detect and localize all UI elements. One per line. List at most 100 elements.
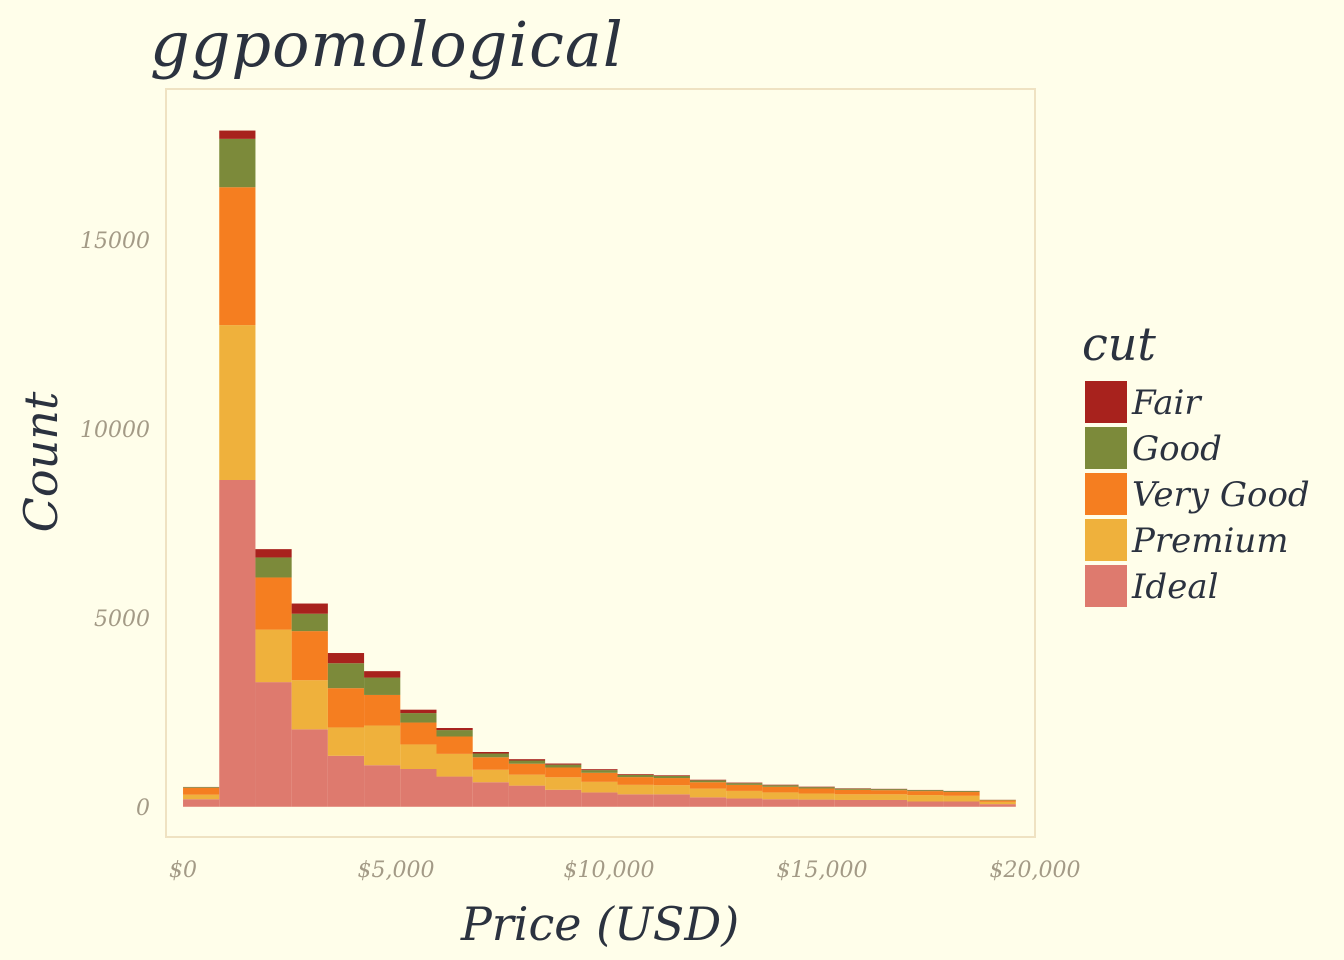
bar-good-bin-6 <box>400 713 437 723</box>
legend-label-premium: Premium <box>1131 521 1289 561</box>
bar-very-good-bin-3 <box>291 631 328 681</box>
bar-good-bin-4 <box>327 663 365 689</box>
bar-premium-bin-18 <box>834 794 871 800</box>
bar-premium-bin-14 <box>689 788 727 798</box>
bar-premium-bin-3 <box>291 680 328 730</box>
bar-good-bin-8 <box>472 753 509 758</box>
bar-fair-bin-10 <box>545 763 582 765</box>
bar-good-bin-3 <box>291 613 328 632</box>
bar-good-bin-1 <box>219 138 256 188</box>
bar-very-good-bin-7 <box>436 736 473 754</box>
bar-ideal-bin-7 <box>436 776 473 807</box>
bar-fair-bin-1 <box>219 130 256 139</box>
bar-premium-bin-5 <box>364 725 401 766</box>
bar-fair-bin-3 <box>291 603 328 614</box>
y-tick-label: 10000 <box>80 418 150 443</box>
bar-good-bin-12 <box>617 774 654 778</box>
bar-ideal-bin-14 <box>689 797 727 807</box>
bar-fair-bin-13 <box>653 775 690 776</box>
bar-fair-bin-7 <box>436 728 473 731</box>
bar-premium-bin-20 <box>907 795 944 802</box>
bar-very-good-bin-12 <box>617 777 654 785</box>
legend-key-ideal <box>1085 565 1127 607</box>
bar-ideal-bin-18 <box>834 799 871 807</box>
bar-premium-bin-19 <box>870 794 908 800</box>
bar-good-bin-18 <box>834 788 871 790</box>
bar-premium-bin-15 <box>726 790 763 799</box>
legend-label-very-good: Very Good <box>1132 475 1310 515</box>
bar-premium-bin-4 <box>327 727 365 756</box>
bar-ideal-bin-15 <box>726 798 763 807</box>
bar-ideal-bin-16 <box>762 799 799 807</box>
bar-ideal-bin-11 <box>581 792 618 807</box>
bar-premium-bin-17 <box>798 793 835 800</box>
bar-very-good-bin-16 <box>762 786 799 793</box>
bar-good-bin-7 <box>436 730 473 737</box>
bar-good-bin-13 <box>653 775 690 779</box>
x-tick-label: $5,000 <box>358 858 435 883</box>
bar-fair-bin-11 <box>581 769 618 771</box>
y-axis-title: Count <box>14 391 68 532</box>
bar-ideal-bin-21 <box>943 801 980 807</box>
legend-key-very-good <box>1085 473 1127 515</box>
bar-very-good-bin-19 <box>870 790 908 795</box>
bar-good-bin-19 <box>870 789 908 791</box>
bar-good-bin-16 <box>762 785 799 787</box>
legend-title: cut <box>1082 317 1156 371</box>
bar-fair-bin-8 <box>472 752 509 754</box>
bar-fair-bin-2 <box>255 549 292 558</box>
bar-premium-bin-22 <box>979 801 1016 805</box>
bar-good-bin-14 <box>689 780 727 783</box>
bar-good-bin-20 <box>907 790 944 792</box>
bar-good-bin-5 <box>364 677 401 695</box>
y-tick-label: 0 <box>136 796 150 821</box>
bar-ideal-bin-3 <box>291 729 328 807</box>
x-tick-label: $15,000 <box>777 858 868 883</box>
bar-premium-bin-0 <box>183 794 220 800</box>
bar-premium-bin-13 <box>653 785 690 795</box>
legend-key-fair <box>1085 381 1127 423</box>
legend-label-fair: Fair <box>1131 383 1202 423</box>
bar-ideal-bin-2 <box>255 682 292 807</box>
bar-very-good-bin-0 <box>183 787 220 795</box>
bar-premium-bin-9 <box>508 774 546 786</box>
y-tick-label: 15000 <box>80 229 150 254</box>
bar-ideal-bin-6 <box>400 769 437 807</box>
bar-fair-bin-5 <box>364 671 401 678</box>
bar-very-good-bin-5 <box>364 694 401 726</box>
bar-very-good-bin-20 <box>907 791 944 796</box>
bar-very-good-bin-11 <box>581 772 618 782</box>
bar-good-bin-21 <box>943 791 980 793</box>
bar-premium-bin-21 <box>943 795 980 802</box>
legend: cut Fair Good Very Good Premium Ideal <box>1082 317 1310 607</box>
x-tick-labels: $0 $5,000 $10,000 $15,000 $20,000 <box>169 858 1080 883</box>
bar-good-bin-15 <box>726 783 763 785</box>
bar-good-bin-11 <box>581 770 618 773</box>
bar-premium-bin-12 <box>617 784 654 795</box>
x-tick-label: $20,000 <box>990 858 1081 883</box>
bar-premium-bin-8 <box>472 769 509 783</box>
bar-ideal-bin-12 <box>617 794 654 807</box>
chart-title: ggpomological <box>150 8 624 81</box>
bar-ideal-bin-0 <box>183 799 220 807</box>
bar-ideal-bin-4 <box>327 755 365 807</box>
bar-good-bin-9 <box>508 760 546 764</box>
bar-premium-bin-11 <box>581 781 618 793</box>
legend-label-good: Good <box>1132 429 1222 469</box>
bar-ideal-bin-1 <box>219 480 256 807</box>
bar-ideal-bin-13 <box>653 794 690 807</box>
bar-very-good-bin-9 <box>508 763 546 775</box>
bar-premium-bin-7 <box>436 753 473 777</box>
bar-fair-bin-9 <box>508 759 546 761</box>
bar-very-good-bin-21 <box>943 792 980 796</box>
bars-group <box>183 130 1016 807</box>
bar-premium-bin-16 <box>762 792 799 800</box>
bar-good-bin-10 <box>545 764 582 768</box>
bar-premium-bin-10 <box>545 777 582 790</box>
legend-key-good <box>1085 427 1127 469</box>
bar-very-good-bin-14 <box>689 782 727 789</box>
plot-panel-border <box>165 88 1036 838</box>
bar-fair-bin-15 <box>726 782 763 784</box>
bar-good-bin-17 <box>798 787 835 789</box>
